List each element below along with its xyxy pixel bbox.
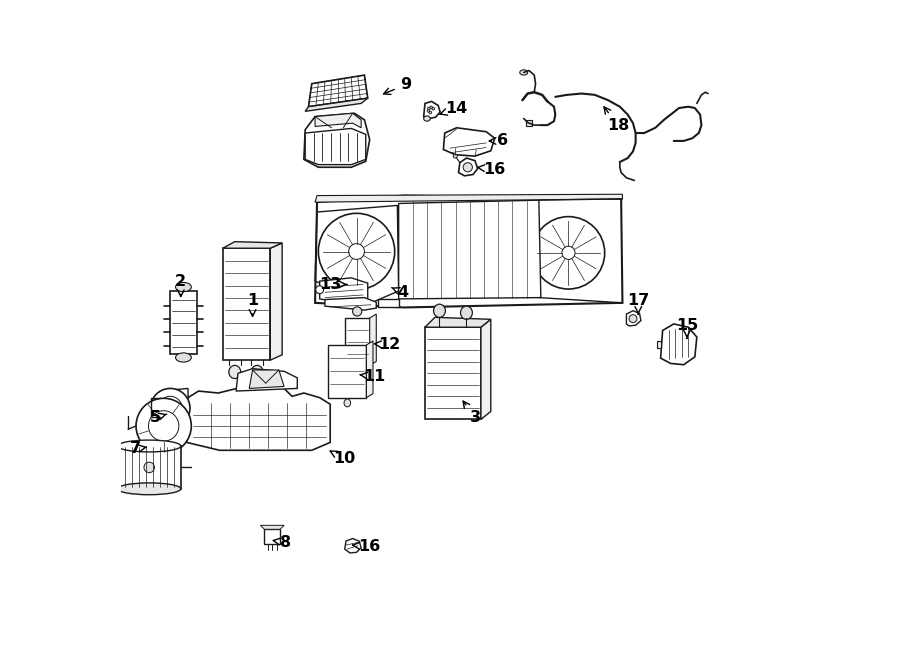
Text: 7: 7 [130, 442, 147, 457]
Text: 18: 18 [604, 107, 629, 133]
Text: 14: 14 [440, 101, 468, 116]
Polygon shape [661, 324, 697, 365]
Text: 11: 11 [360, 369, 385, 384]
Text: 1: 1 [247, 293, 258, 317]
Text: 17: 17 [627, 293, 650, 314]
Polygon shape [399, 200, 541, 299]
Polygon shape [378, 299, 399, 307]
Polygon shape [315, 194, 623, 202]
Circle shape [316, 286, 324, 293]
Polygon shape [249, 370, 284, 389]
Circle shape [148, 410, 179, 441]
Circle shape [532, 217, 605, 289]
Ellipse shape [176, 353, 192, 362]
Ellipse shape [461, 306, 472, 319]
Polygon shape [186, 385, 330, 450]
FancyBboxPatch shape [328, 345, 366, 398]
Polygon shape [626, 311, 641, 326]
Polygon shape [270, 243, 283, 360]
Circle shape [429, 111, 432, 114]
Polygon shape [315, 113, 361, 128]
Circle shape [158, 397, 182, 420]
Text: 13: 13 [320, 277, 346, 292]
Ellipse shape [229, 366, 240, 379]
Circle shape [428, 107, 430, 110]
FancyBboxPatch shape [526, 120, 532, 126]
Ellipse shape [434, 304, 446, 317]
Polygon shape [366, 341, 373, 398]
Text: 10: 10 [330, 451, 356, 467]
Polygon shape [305, 128, 365, 165]
Polygon shape [345, 539, 361, 553]
Circle shape [319, 214, 395, 290]
Polygon shape [315, 196, 623, 307]
Circle shape [432, 108, 435, 110]
Polygon shape [304, 113, 370, 167]
Circle shape [430, 106, 432, 108]
FancyBboxPatch shape [265, 529, 280, 544]
Text: 3: 3 [464, 401, 481, 425]
Text: 5: 5 [150, 410, 166, 425]
Ellipse shape [118, 440, 181, 452]
Text: 16: 16 [478, 162, 506, 176]
Circle shape [464, 163, 472, 172]
Text: 16: 16 [353, 539, 381, 554]
Polygon shape [481, 319, 491, 419]
Polygon shape [325, 297, 376, 310]
Polygon shape [236, 369, 297, 391]
Polygon shape [425, 317, 490, 327]
Polygon shape [160, 389, 188, 426]
Ellipse shape [424, 116, 430, 121]
FancyBboxPatch shape [425, 327, 481, 419]
Ellipse shape [251, 366, 263, 379]
Polygon shape [444, 128, 495, 156]
Polygon shape [223, 242, 283, 249]
Ellipse shape [176, 282, 192, 292]
Circle shape [150, 389, 190, 428]
Polygon shape [320, 278, 368, 304]
Polygon shape [370, 314, 376, 366]
Circle shape [348, 244, 364, 259]
Text: 4: 4 [392, 285, 409, 300]
Circle shape [629, 315, 637, 323]
Text: 12: 12 [374, 338, 400, 352]
FancyBboxPatch shape [170, 291, 196, 354]
Ellipse shape [353, 307, 362, 316]
Polygon shape [260, 525, 284, 529]
Ellipse shape [118, 483, 181, 494]
Polygon shape [657, 341, 661, 348]
Circle shape [428, 110, 430, 112]
Ellipse shape [520, 70, 527, 75]
Polygon shape [309, 75, 368, 106]
Ellipse shape [454, 154, 457, 158]
Polygon shape [459, 158, 478, 176]
Circle shape [144, 462, 155, 473]
Ellipse shape [344, 399, 351, 407]
Polygon shape [305, 98, 368, 111]
Text: 9: 9 [383, 77, 410, 95]
Text: 8: 8 [274, 535, 291, 550]
FancyBboxPatch shape [223, 249, 270, 360]
Circle shape [136, 399, 192, 453]
Polygon shape [424, 101, 440, 118]
Text: 15: 15 [676, 318, 698, 338]
Circle shape [562, 247, 575, 259]
FancyBboxPatch shape [345, 318, 370, 366]
Text: 2: 2 [176, 274, 186, 297]
FancyBboxPatch shape [118, 446, 181, 488]
Text: 6: 6 [490, 134, 508, 149]
